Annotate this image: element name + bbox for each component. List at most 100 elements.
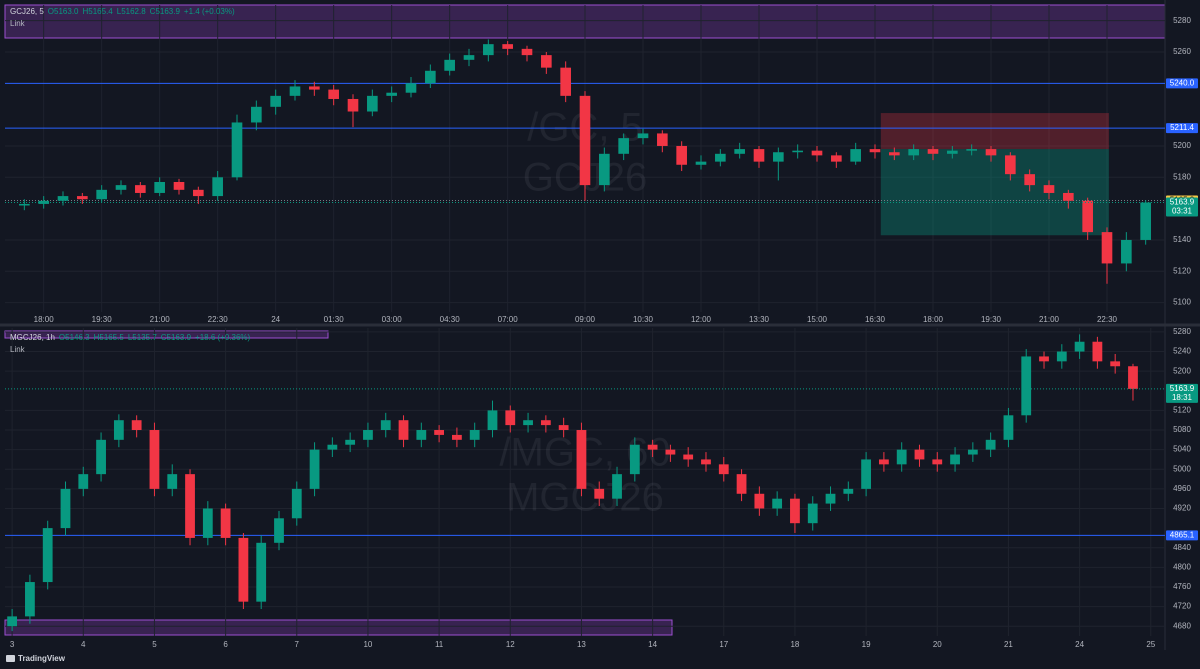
zone-band <box>4 619 673 636</box>
candle-body <box>773 152 784 162</box>
x-tick-label: 25 <box>1146 640 1155 649</box>
candle-body <box>291 488 302 519</box>
y-tick-label: 5200 <box>1173 141 1191 150</box>
candle-body <box>113 420 124 440</box>
candle-body <box>328 89 339 99</box>
x-tick-label: 04:30 <box>440 315 461 324</box>
candle-body <box>505 410 516 426</box>
candle-body <box>289 86 301 96</box>
candle-body <box>932 459 943 465</box>
countdown: 18:31 <box>1172 393 1193 402</box>
y-tick-label: 4920 <box>1173 504 1191 513</box>
x-tick-label: 7 <box>295 640 300 649</box>
x-tick-label: 13:30 <box>749 315 770 324</box>
x-tick-label: 18:00 <box>34 315 55 324</box>
x-tick-label: 16:30 <box>865 315 886 324</box>
link[interactable]: Link <box>10 19 25 28</box>
candle-body <box>57 196 69 201</box>
candle-body <box>386 92 397 96</box>
y-tick-label: 5240 <box>1173 347 1191 356</box>
x-tick-label: 6 <box>223 640 228 649</box>
candle-body <box>695 161 707 165</box>
x-tick-label: 5 <box>152 640 157 649</box>
y-tick-label: 5180 <box>1173 172 1191 181</box>
candle-body <box>523 420 533 426</box>
candle-body <box>96 439 106 475</box>
candle-body <box>38 200 49 204</box>
ohlc: C5163.9 <box>160 333 192 342</box>
candle-body <box>576 430 587 489</box>
x-tick-label: 21:00 <box>150 315 171 324</box>
candle-body <box>7 616 18 627</box>
legend: GCJ26, 5 O5163.0 H5165.4 L5162.8 C5163.9 +1.4… <box>10 7 239 28</box>
candle-body <box>967 449 978 455</box>
candle-body <box>734 149 745 154</box>
y-tick-label: 5100 <box>1173 298 1191 307</box>
candle-body <box>405 83 417 93</box>
x-tick-label: 12 <box>506 640 515 649</box>
candle-body <box>1140 202 1151 240</box>
candle-body <box>251 106 262 123</box>
x-tick-label: 4 <box>81 640 86 649</box>
candle-body <box>309 86 320 90</box>
level-label-bg <box>1166 123 1198 134</box>
candle-body <box>889 152 900 156</box>
candle-body <box>327 444 338 450</box>
x-tick-label: 22:30 <box>208 315 229 324</box>
candle-body <box>790 498 800 524</box>
ohlc: C5163.9 <box>149 7 180 16</box>
level-label-bg <box>1166 78 1198 89</box>
candle-body <box>416 430 427 440</box>
y-tick-label: 5280 <box>1173 16 1191 25</box>
candle-body <box>444 59 455 71</box>
candle-body <box>469 430 480 440</box>
candle-body <box>1056 351 1067 362</box>
candle-body <box>657 133 668 146</box>
link[interactable]: Link <box>10 345 25 354</box>
candle-body <box>19 203 30 206</box>
y-tick-label: 5080 <box>1173 425 1191 434</box>
x-tick-label: 01:30 <box>324 315 345 324</box>
ohlc: L5135.7 <box>127 333 157 342</box>
candle-body <box>367 95 378 112</box>
candle-body <box>42 528 53 583</box>
candle-body <box>843 488 854 494</box>
candle-body <box>483 44 494 56</box>
candle-body <box>908 149 919 156</box>
ohlc: O5146.3 <box>58 333 90 342</box>
candle-body <box>25 582 35 617</box>
x-tick-label: 22:30 <box>1097 315 1118 324</box>
candle-body <box>347 98 359 112</box>
legend: MGCJ26, 1h O5146.3 H5165.5 L5135.7 C5163.9 +1… <box>10 333 254 354</box>
ohlc: H5165.5 <box>93 333 124 342</box>
candle-body <box>558 425 569 431</box>
candle-body <box>193 189 204 197</box>
candle-body <box>238 537 249 602</box>
candle-body <box>985 149 997 156</box>
candle-body <box>380 420 391 431</box>
candle-body <box>665 449 676 455</box>
candle-body <box>1092 341 1103 362</box>
candle-body <box>560 67 571 96</box>
y-tick-label: 4960 <box>1173 484 1191 493</box>
change: +18.6 (+0.36%) <box>195 333 251 342</box>
candle-body <box>637 133 649 139</box>
candle-body <box>1082 200 1093 233</box>
y-tick-label: 4840 <box>1173 543 1191 552</box>
candle-body <box>270 95 281 107</box>
candle-body <box>345 439 356 445</box>
x-tick-label: 10:30 <box>633 315 654 324</box>
candle-body <box>149 430 160 489</box>
candle-body <box>618 138 629 154</box>
candle-body <box>1101 232 1113 264</box>
y-tick-label: 5120 <box>1173 266 1191 275</box>
y-tick-label: 5120 <box>1173 406 1191 415</box>
candle-body <box>1021 356 1032 416</box>
y-tick-label: 5000 <box>1173 464 1191 473</box>
level-label: 4865.1 <box>1170 531 1195 540</box>
footer: TradingView <box>18 654 65 663</box>
x-tick-label: 3 <box>10 640 15 649</box>
candle-body <box>772 498 783 509</box>
candle-body <box>1005 155 1016 175</box>
